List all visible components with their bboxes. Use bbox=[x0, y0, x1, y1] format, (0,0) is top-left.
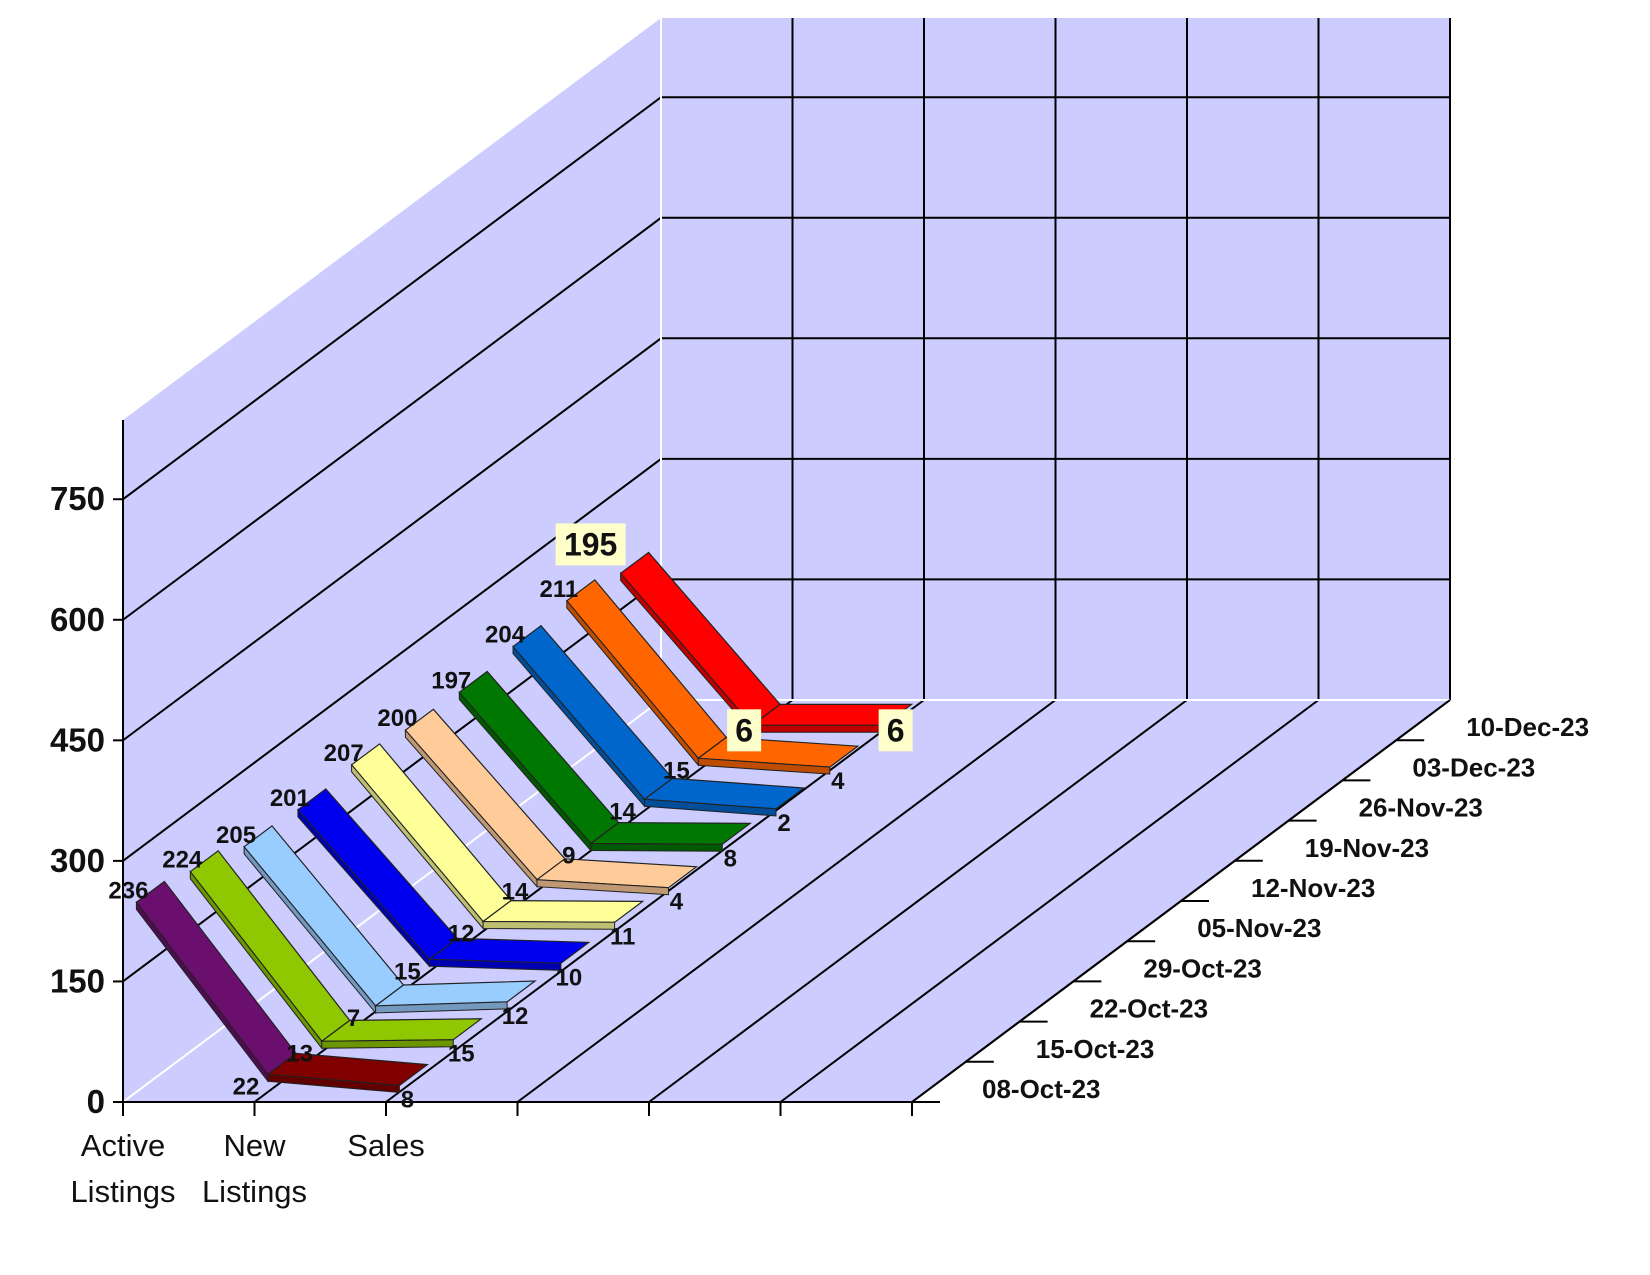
depth-tick-label: 03-Dec-23 bbox=[1412, 752, 1535, 782]
gridline-floor bbox=[516, 699, 1057, 1103]
data-label: 236 bbox=[108, 877, 148, 904]
data-label: 2 bbox=[777, 810, 790, 837]
data-label: 224 bbox=[162, 847, 203, 874]
depth-tick-label: 22-Oct-23 bbox=[1090, 994, 1209, 1024]
data-label: 200 bbox=[377, 705, 417, 732]
data-label: 211 bbox=[539, 576, 578, 603]
data-label: 15 bbox=[394, 958, 421, 985]
depth-tick-label: 12-Nov-23 bbox=[1251, 873, 1375, 903]
series-segment-side bbox=[697, 757, 831, 775]
y-tick-label: 0 bbox=[87, 1083, 105, 1120]
depth-tick-label: 15-Oct-23 bbox=[1036, 1034, 1155, 1064]
data-label: 9 bbox=[562, 843, 575, 870]
y-tick-label: 750 bbox=[50, 480, 105, 517]
data-label: 7 bbox=[347, 1005, 360, 1032]
y-tick-label: 150 bbox=[50, 962, 105, 999]
data-label: 22 bbox=[233, 1073, 260, 1100]
data-label: 201 bbox=[270, 785, 310, 812]
gridline-floor bbox=[648, 699, 1188, 1103]
depth-tick-label: 29-Oct-23 bbox=[1143, 953, 1262, 983]
y-tick-label: 300 bbox=[50, 842, 105, 879]
data-label: 6 bbox=[735, 712, 753, 748]
x-tick-label: Listings bbox=[202, 1174, 307, 1209]
gridline-floor bbox=[779, 699, 1320, 1103]
x-tick-label: New bbox=[223, 1128, 286, 1163]
data-label: 6 bbox=[887, 712, 905, 748]
data-label: 4 bbox=[831, 768, 845, 795]
depth-tick-label: 10-Dec-23 bbox=[1466, 712, 1589, 742]
data-label: 12 bbox=[448, 921, 475, 948]
data-label: 14 bbox=[609, 798, 636, 825]
data-label: 15 bbox=[448, 1041, 475, 1068]
data-label: 10 bbox=[555, 964, 582, 991]
x-tick-label: Sales bbox=[347, 1128, 425, 1163]
series-segment-top bbox=[589, 821, 752, 845]
x-tick-label: Active bbox=[81, 1128, 165, 1163]
x-tick-label: Listings bbox=[70, 1174, 175, 1209]
series-segment-side bbox=[644, 798, 777, 817]
series-segment-side bbox=[751, 724, 885, 733]
data-label: 15 bbox=[663, 757, 690, 784]
data-label: 207 bbox=[324, 740, 364, 767]
chart-data-labels: 236 22 8 224 13 15 205 7 12 201 15 10 207 12 11 200 14 4 1… bbox=[108, 523, 913, 1114]
left-wall bbox=[123, 18, 661, 1102]
data-label: 204 bbox=[485, 622, 526, 649]
data-label: 14 bbox=[502, 879, 529, 906]
data-label-highlight-bg bbox=[555, 523, 626, 566]
data-label-highlight-bg bbox=[727, 709, 762, 752]
series-segment-side bbox=[482, 920, 616, 930]
gridline-floor bbox=[385, 699, 925, 1103]
y-tick-label: 450 bbox=[50, 721, 105, 758]
y-tick-label: 600 bbox=[50, 601, 105, 638]
data-label-highlight-bg bbox=[878, 709, 913, 752]
data-label: 205 bbox=[216, 822, 256, 849]
series-segment-side bbox=[536, 879, 669, 896]
data-label: 195 bbox=[564, 526, 617, 562]
data-label: 11 bbox=[610, 923, 635, 950]
series-segment-side bbox=[267, 1073, 400, 1094]
data-label: 4 bbox=[670, 889, 684, 916]
series-segment-side bbox=[428, 958, 562, 971]
data-label: 8 bbox=[401, 1087, 414, 1114]
data-label: 197 bbox=[431, 667, 471, 694]
depth-tick-label: 26-Nov-23 bbox=[1359, 793, 1483, 823]
depth-tick-label: 19-Nov-23 bbox=[1305, 833, 1429, 863]
chart-series bbox=[135, 551, 914, 1094]
data-label: 12 bbox=[502, 1003, 529, 1030]
series-segment-side bbox=[321, 1039, 454, 1049]
series-segment-side bbox=[375, 1001, 508, 1014]
chart-axes: 0 150 300 450 600 750 Active Listings New Listing… bbox=[50, 420, 1589, 1209]
data-label: 13 bbox=[286, 1040, 313, 1067]
data-label: 8 bbox=[724, 845, 737, 872]
depth-tick-label: 08-Oct-23 bbox=[982, 1074, 1101, 1104]
series-segment-side bbox=[590, 842, 723, 852]
depth-tick-label: 05-Nov-23 bbox=[1197, 913, 1321, 943]
